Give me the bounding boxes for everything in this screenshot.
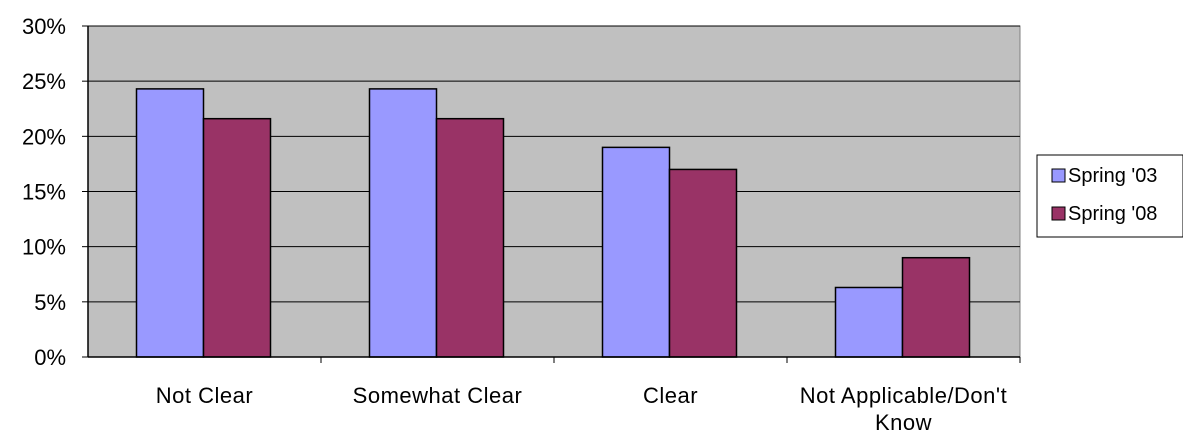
y-tick-label: 0% [34, 345, 66, 370]
x-category-label: Not Clear [156, 383, 253, 408]
legend-label: Spring '03 [1068, 165, 1157, 187]
y-tick-label: 5% [34, 290, 66, 315]
bar-spring-03 [834, 286, 904, 358]
bar-spring-03 [368, 88, 438, 358]
y-tick-label: 30% [22, 14, 66, 39]
axes [82, 25, 1021, 363]
x-category-label: Clear [643, 383, 698, 408]
bar-spring-08 [435, 117, 505, 358]
x-category-label: Know [875, 410, 932, 435]
bar-spring-03 [601, 146, 671, 358]
x-category-label: Not Applicable/Don't [800, 383, 1007, 408]
y-tick-labels: 0% 5% 10% 15% 20% 25% 30% [22, 14, 66, 370]
bar-spring-08 [901, 256, 971, 358]
bar-spring-08 [202, 117, 272, 358]
bars [135, 88, 971, 358]
y-tick-label: 20% [22, 124, 66, 149]
legend-swatch [1051, 168, 1066, 183]
legend-swatch [1051, 206, 1066, 221]
y-tick-label: 10% [22, 235, 66, 260]
legend: Spring '03 Spring '08 [1036, 154, 1183, 238]
x-category-labels: Not Clear Somewhat Clear Clear Not Applicab… [156, 383, 1007, 435]
bar-spring-08 [668, 168, 738, 358]
y-tick-label: 15% [22, 180, 66, 205]
legend-label: Spring '08 [1068, 203, 1157, 225]
x-category-label: Somewhat Clear [353, 383, 523, 408]
bar-spring-03 [135, 88, 205, 358]
y-tick-label: 25% [22, 69, 66, 94]
